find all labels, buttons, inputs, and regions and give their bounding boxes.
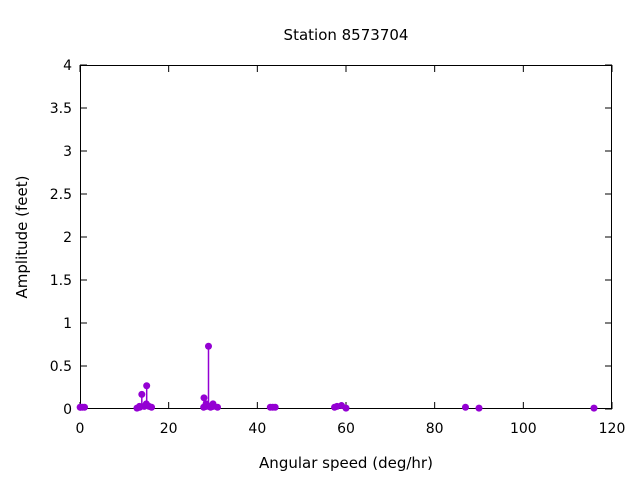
plot-border bbox=[80, 65, 612, 409]
data-point bbox=[204, 342, 212, 350]
x-tick-label: 80 bbox=[426, 421, 444, 437]
y-tick-label: 2 bbox=[63, 230, 72, 246]
data-point bbox=[200, 394, 208, 402]
x-tick-label: 20 bbox=[160, 421, 178, 437]
data-point bbox=[271, 403, 279, 411]
y-tick-label: 1 bbox=[63, 316, 72, 332]
data-point bbox=[138, 390, 146, 398]
x-tick-label: 60 bbox=[337, 421, 355, 437]
x-tick-label: 120 bbox=[599, 421, 626, 437]
data-point bbox=[342, 404, 350, 412]
y-tick-label: 4 bbox=[63, 58, 72, 74]
data-point bbox=[214, 403, 222, 411]
data-point bbox=[590, 404, 598, 412]
chart-title: Station 8573704 bbox=[283, 26, 409, 44]
y-tick-label: 0 bbox=[63, 402, 72, 418]
y-tick-label: 3.5 bbox=[50, 101, 72, 117]
data-point bbox=[475, 404, 483, 412]
x-tick-label: 100 bbox=[510, 421, 537, 437]
x-tick-label: 40 bbox=[248, 421, 266, 437]
y-axis-label: Amplitude (feet) bbox=[13, 175, 31, 299]
x-tick-label: 0 bbox=[76, 421, 85, 437]
y-tick-label: 3 bbox=[63, 144, 72, 160]
data-point bbox=[81, 403, 89, 411]
y-tick-label: 2.5 bbox=[50, 187, 72, 203]
data-point bbox=[148, 403, 156, 411]
data-point bbox=[461, 403, 469, 411]
y-tick-label: 1.5 bbox=[50, 273, 72, 289]
x-axis-label: Angular speed (deg/hr) bbox=[259, 454, 433, 472]
y-tick-label: 0.5 bbox=[50, 359, 72, 375]
data-point bbox=[143, 382, 151, 390]
